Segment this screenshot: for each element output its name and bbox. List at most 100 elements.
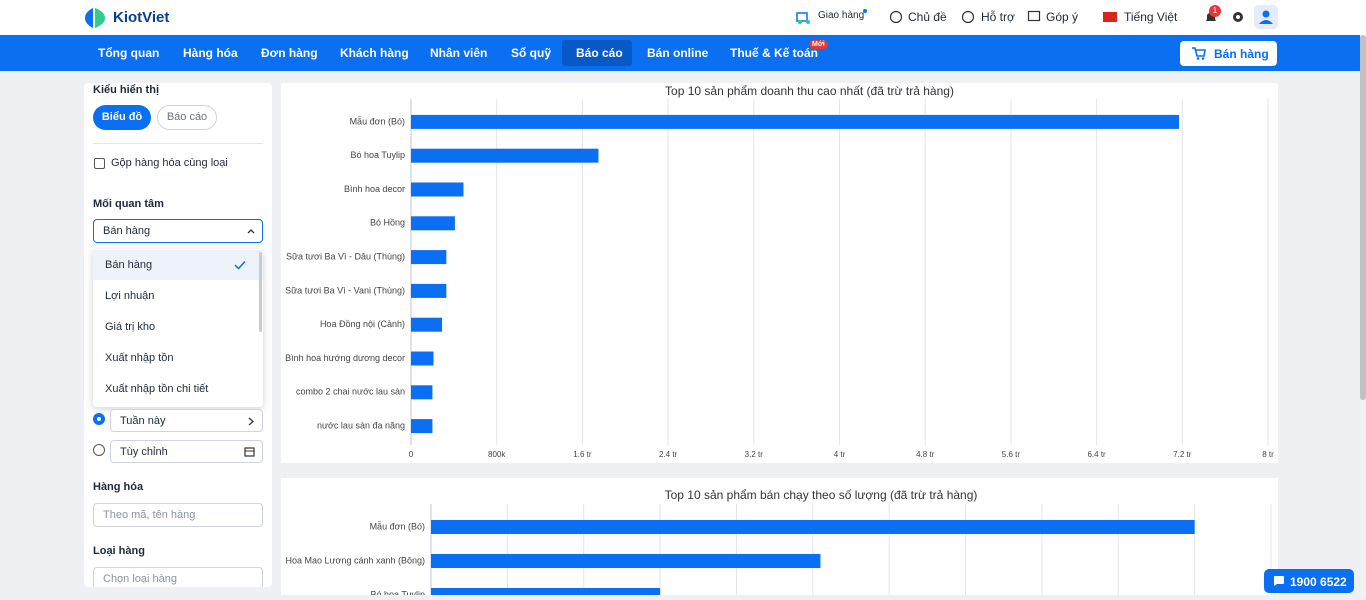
toggle-report[interactable]: Báo cáo [157, 105, 217, 130]
bar [411, 385, 433, 400]
dropdown-option[interactable]: Giá trị kho [105, 321, 156, 333]
x-tick-label: 5.6 tr [1002, 450, 1021, 459]
hotline: 1900 6522 [1290, 575, 1347, 589]
radio-week[interactable] [93, 413, 105, 425]
nav-item[interactable]: Tổng quan [98, 46, 160, 60]
x-tick-label: 6.4 tr [1087, 450, 1106, 459]
custom-label: Tùy chỉnh [120, 446, 168, 458]
delivery-link[interactable]: Giao hàng [818, 10, 865, 21]
bar [431, 554, 821, 568]
y-tick-label: Mẫu đơn (Bó) [350, 116, 405, 126]
nav-item[interactable]: Đơn hàng [261, 46, 318, 60]
settings-icon[interactable] [1231, 10, 1245, 24]
bar [411, 182, 464, 197]
dropdown-scrollbar [259, 252, 262, 332]
nav-item[interactable]: Sổ quỹ [511, 46, 552, 60]
delivery-icon [796, 12, 810, 24]
logo-icon [85, 8, 105, 28]
display-label: Kiểu hiển thị [93, 84, 159, 96]
group-checkbox[interactable] [94, 158, 105, 169]
chart-title: Top 10 sản phẩm bán chạy theo số lượng (… [665, 488, 978, 502]
custom-date[interactable]: Tùy chỉnh [110, 440, 263, 463]
y-tick-label: Mẫu đơn (Bó) [370, 521, 425, 531]
goods-label: Hàng hóa [93, 481, 144, 493]
support-icon [961, 10, 975, 24]
theme-icon [889, 10, 903, 24]
bar [411, 419, 433, 434]
y-tick-label: Hoa Mao Lương cánh xanh (Bông) [285, 555, 425, 565]
main-nav: Tổng quan Hàng hóa Đơn hàng Khách hàng N… [0, 35, 1366, 71]
chart: Top 10 sản phẩm doanh thu cao nhất (đã t… [285, 84, 1274, 459]
chart-panel: Top 10 sản phẩm bán chạy theo số lượng (… [281, 478, 1278, 600]
nav-item[interactable]: Hàng hóa [183, 46, 238, 60]
language-select[interactable]: Tiếng Việt [1124, 10, 1178, 24]
nav-item[interactable]: Báo cáo [576, 46, 623, 60]
y-tick-label: combo 2 chai nước lau sàn [296, 387, 405, 397]
sell-button[interactable]: Bán hàng [1180, 41, 1277, 66]
sell-button-label: Bán hàng [1214, 47, 1269, 61]
theme-link[interactable]: Chủ đề [908, 10, 947, 24]
bar [431, 588, 661, 600]
y-tick-label: Bó hoa Tuylip [350, 150, 405, 160]
dropdown-option[interactable]: Bán hàng [93, 250, 263, 280]
y-tick-label: Bó hoa Tuylip [370, 589, 425, 595]
y-tick-label: Bó Hồng [370, 218, 405, 228]
week-label: Tuần này [120, 415, 166, 427]
hotline-button[interactable]: 1900 6522 [1264, 569, 1354, 593]
type-label: Loại hàng [93, 545, 145, 557]
avatar[interactable] [1254, 5, 1278, 29]
x-tick-label: 2.4 tr [659, 450, 678, 459]
concern-select[interactable]: Bán hàng [93, 219, 263, 243]
concern-label: Mối quan tâm [93, 198, 164, 210]
x-tick-label: 3.2 tr [745, 450, 764, 459]
bar [411, 114, 1180, 129]
y-tick-label: Sữa tươi Ba Vì - Dâu (Thùng) [286, 251, 405, 261]
y-tick-label: Hoa Đồng nội (Cảnh) [320, 319, 405, 329]
y-tick-label: Bình hoa decor [344, 184, 405, 194]
logo-text: KiotViet [113, 9, 170, 26]
bar [411, 283, 447, 298]
bar [411, 317, 443, 332]
active-tab-bg [562, 40, 632, 66]
bar [411, 250, 447, 265]
top-header: KiotViet Giao hàng Chủ đề Hỗ trợ Góp ý T… [0, 0, 1366, 35]
y-tick-label: nước lau sàn đa năng [317, 420, 405, 430]
x-tick-label: 4.8 tr [916, 450, 935, 459]
support-link[interactable]: Hỗ trợ [981, 10, 1015, 24]
x-tick-label: 7.2 tr [1173, 450, 1192, 459]
dot [863, 9, 867, 13]
group-checkbox-label: Gộp hàng hóa cùng loại [111, 157, 228, 169]
x-tick-label: 8 tr [1262, 450, 1274, 459]
check-icon [234, 260, 246, 270]
nav-item[interactable]: Thuế & Kế toán [730, 46, 819, 60]
dropdown-option[interactable]: Lợi nhuận [105, 290, 155, 302]
toggle-chart[interactable]: Biểu đồ [93, 105, 151, 130]
dropdown-option[interactable]: Xuất nhập tồn [105, 352, 174, 364]
chart: Top 10 sản phẩm bán chạy theo số lượng (… [285, 488, 1272, 600]
week-select[interactable]: Tuần này [110, 409, 263, 432]
nav-item[interactable]: Nhân viên [430, 46, 488, 60]
feedback-link[interactable]: Góp ý [1046, 10, 1079, 24]
bar [411, 216, 455, 231]
nav-item[interactable]: Bán online [647, 46, 709, 60]
x-tick-label: 800k [488, 450, 506, 459]
x-tick-label: 0 [409, 450, 414, 459]
x-tick-label: 4 tr [834, 450, 846, 459]
chart-title: Top 10 sản phẩm doanh thu cao nhất (đã t… [665, 84, 954, 98]
divider [93, 143, 263, 144]
type-input[interactable]: Chọn loại hàng [93, 567, 263, 587]
bar [411, 351, 434, 366]
scrollbar [1360, 35, 1366, 595]
flag [1103, 12, 1117, 22]
new-badge: Mới [809, 40, 828, 49]
dropdown-option[interactable]: Xuất nhập tồn chi tiết [105, 383, 209, 395]
nav-item[interactable]: Khách hàng [340, 46, 409, 60]
goods-input[interactable]: Theo mã, tên hàng [93, 503, 263, 527]
bar [431, 520, 1195, 534]
y-tick-label: Bình hoa hướng dương decor [285, 353, 405, 363]
radio-custom[interactable] [93, 444, 105, 456]
concern-selected: Bán hàng [103, 225, 151, 237]
feedback-icon [1027, 10, 1041, 22]
chart-panel: Top 10 sản phẩm doanh thu cao nhất (đã t… [281, 83, 1278, 463]
